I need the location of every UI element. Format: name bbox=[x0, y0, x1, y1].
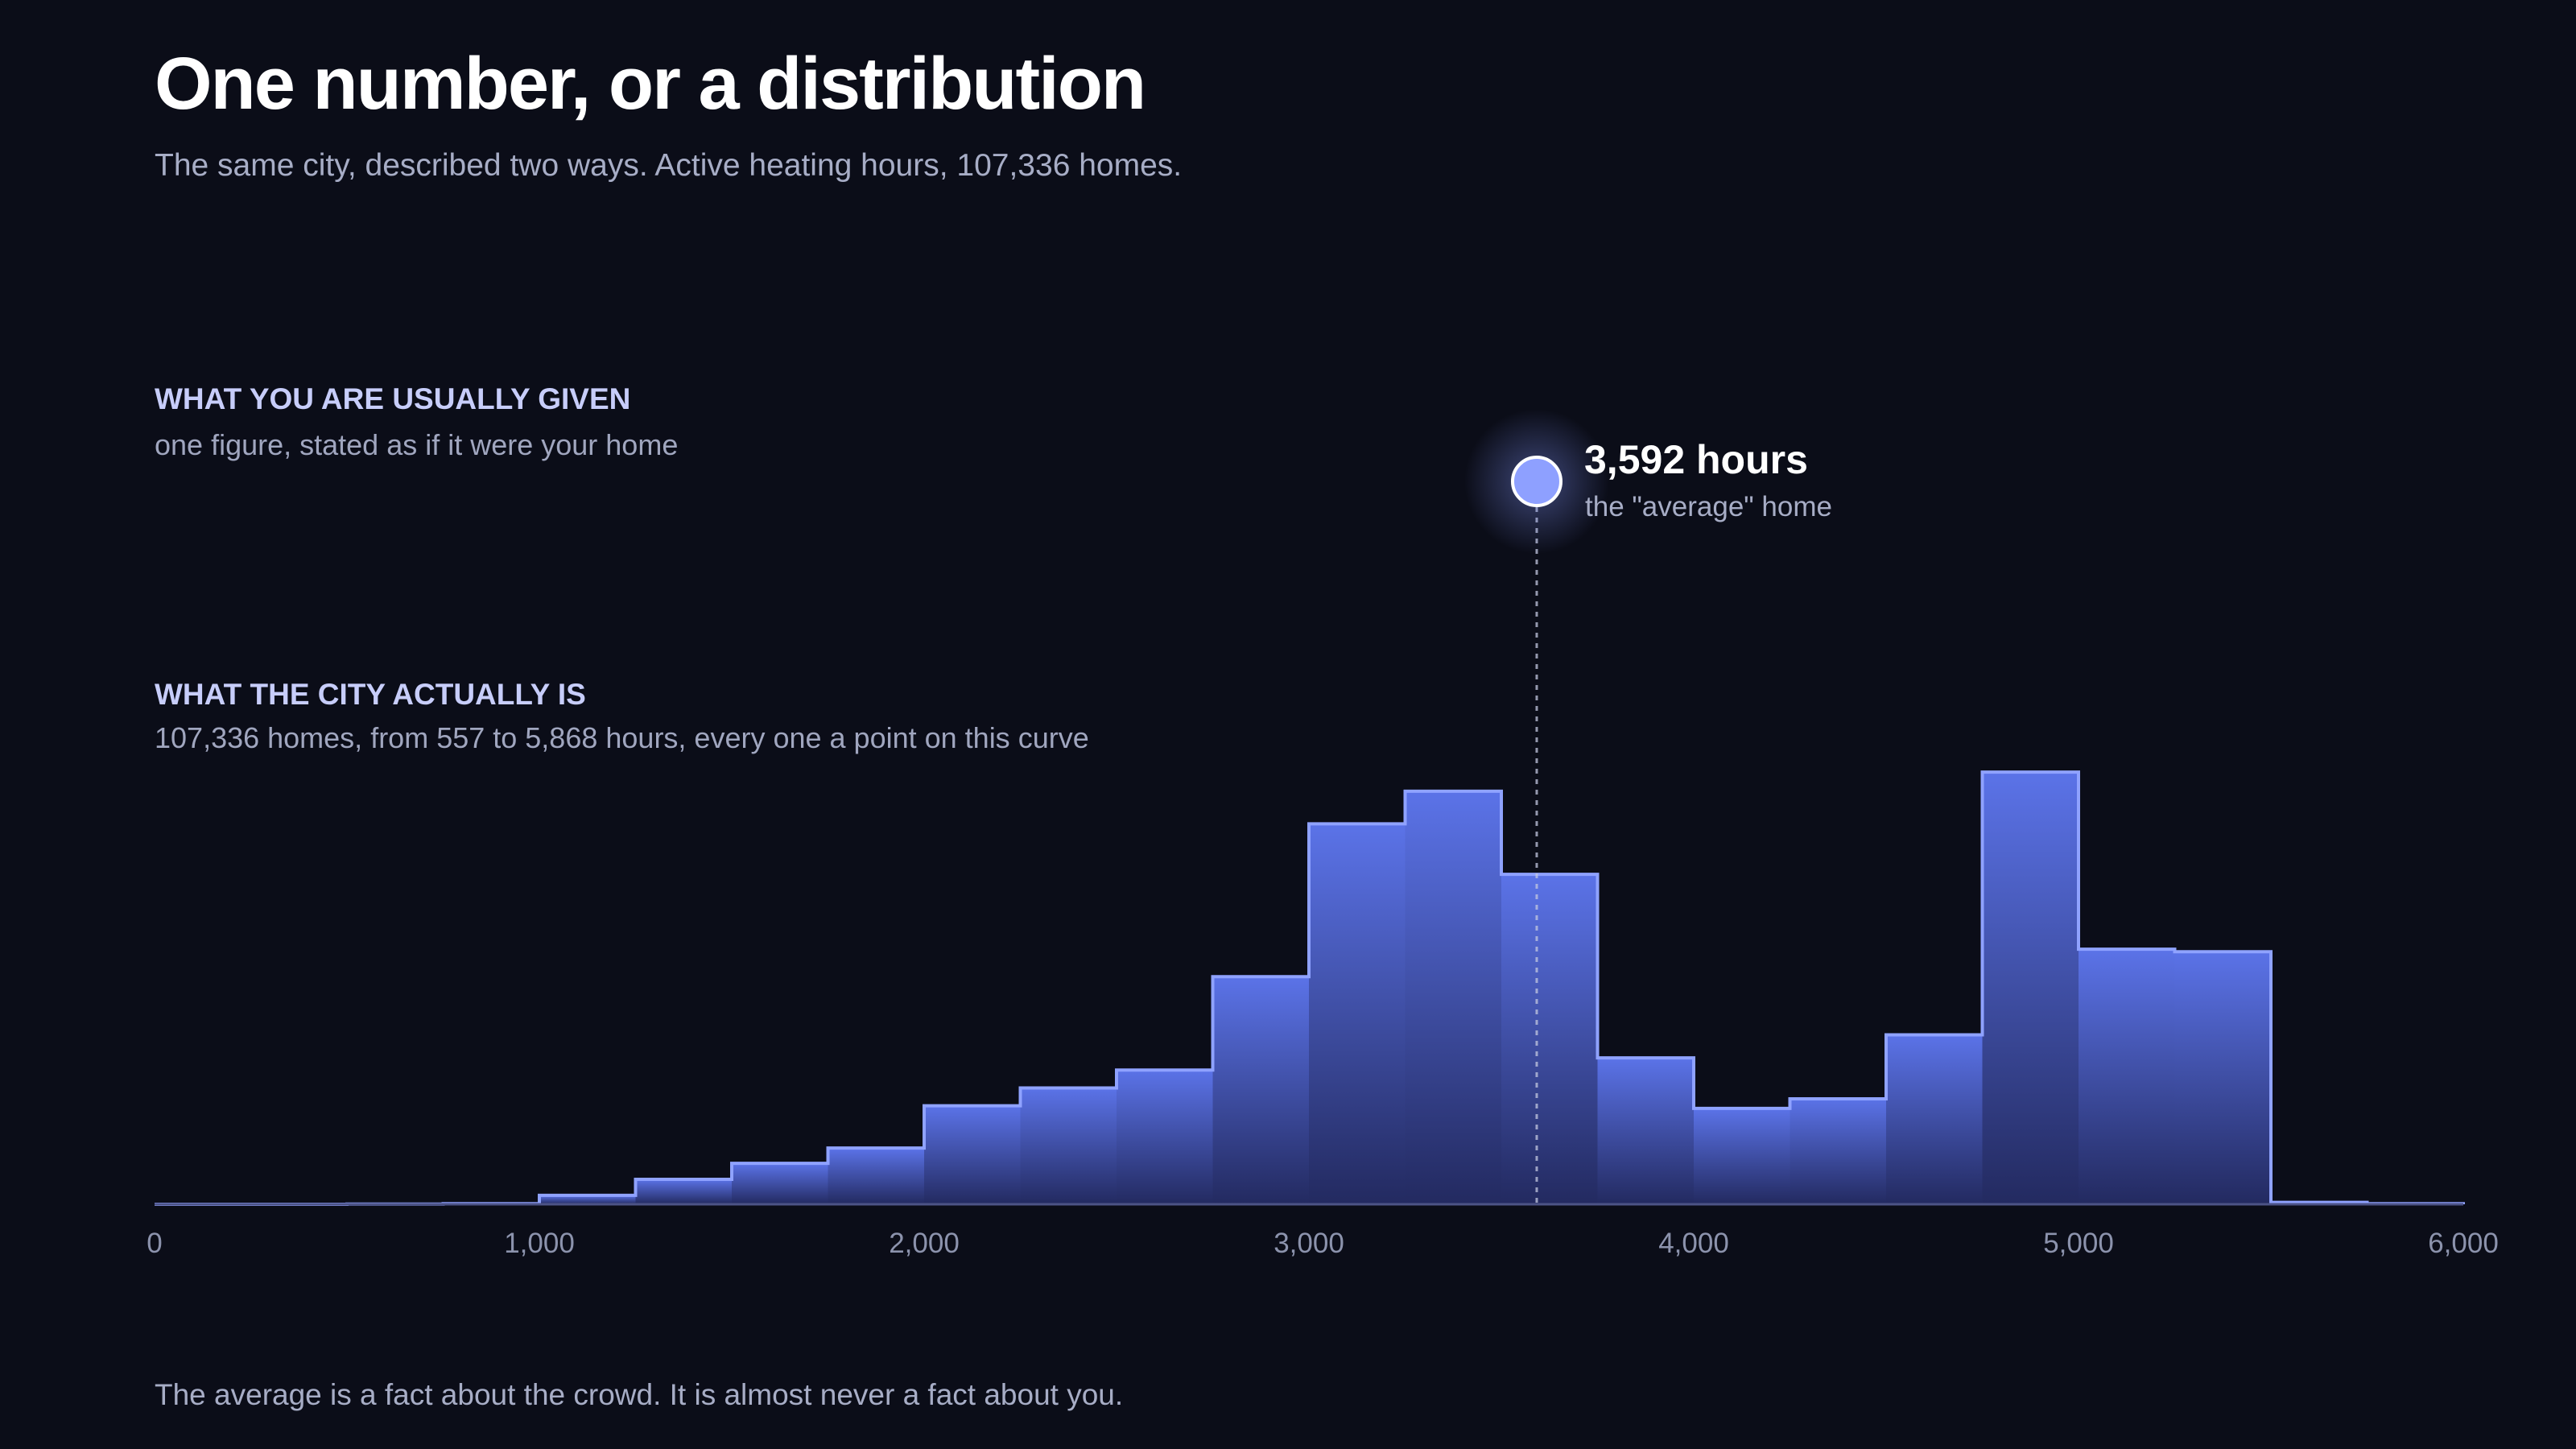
histogram-bar bbox=[1117, 1070, 1214, 1204]
x-tick-label: 0 bbox=[147, 1228, 162, 1259]
histogram-bar bbox=[1309, 824, 1406, 1204]
histogram-bar bbox=[2174, 952, 2272, 1204]
average-marker-dot bbox=[1510, 456, 1563, 507]
page-title: One number, or a distribution bbox=[155, 43, 1146, 125]
histogram-bar bbox=[635, 1179, 733, 1204]
histogram-bar bbox=[732, 1163, 829, 1204]
x-tick-label: 2,000 bbox=[889, 1228, 960, 1259]
x-tick-label: 1,000 bbox=[504, 1228, 575, 1259]
histogram-bar bbox=[539, 1195, 637, 1204]
histogram-bar bbox=[828, 1148, 925, 1204]
histogram-bar bbox=[1886, 1034, 1984, 1204]
histogram-bar bbox=[1790, 1098, 1887, 1204]
footer-note: The average is a fact about the crowd. I… bbox=[155, 1378, 1124, 1411]
histogram-bar bbox=[2079, 949, 2176, 1204]
histogram-bar bbox=[1212, 976, 1310, 1204]
x-axis-ticks: 0 1,000 2,000 3,000 4,000 5,000 6,000 bbox=[147, 1228, 2499, 1259]
histogram-bar bbox=[1597, 1058, 1695, 1204]
x-tick-label: 4,000 bbox=[1658, 1228, 1729, 1259]
average-value-label: 3,592 hours bbox=[1584, 437, 1808, 482]
city-actual-heading: WHAT THE CITY ACTUALLY IS bbox=[155, 678, 586, 711]
histogram-bar bbox=[1501, 874, 1599, 1204]
x-tick-label: 3,000 bbox=[1274, 1228, 1344, 1259]
x-tick-label: 5,000 bbox=[2043, 1228, 2114, 1259]
histogram-bars bbox=[347, 772, 2464, 1204]
histogram-bar bbox=[1405, 791, 1502, 1204]
x-tick-label: 6,000 bbox=[2428, 1228, 2499, 1259]
histogram-bar bbox=[1020, 1088, 1117, 1204]
histogram-bar bbox=[924, 1105, 1022, 1204]
usually-given-heading: WHAT YOU ARE USUALLY GIVEN bbox=[155, 382, 631, 415]
usually-given-description: one figure, stated as if it were your ho… bbox=[155, 428, 679, 461]
histogram-outline bbox=[155, 770, 2465, 1206]
page-subtitle: The same city, described two ways. Activ… bbox=[155, 148, 1183, 183]
histogram-bar bbox=[1982, 772, 2079, 1204]
city-actual-description: 107,336 homes, from 557 to 5,868 hours, … bbox=[155, 721, 1089, 754]
histogram-bar bbox=[1694, 1108, 1791, 1204]
average-caption: the "average" home bbox=[1585, 491, 1832, 522]
